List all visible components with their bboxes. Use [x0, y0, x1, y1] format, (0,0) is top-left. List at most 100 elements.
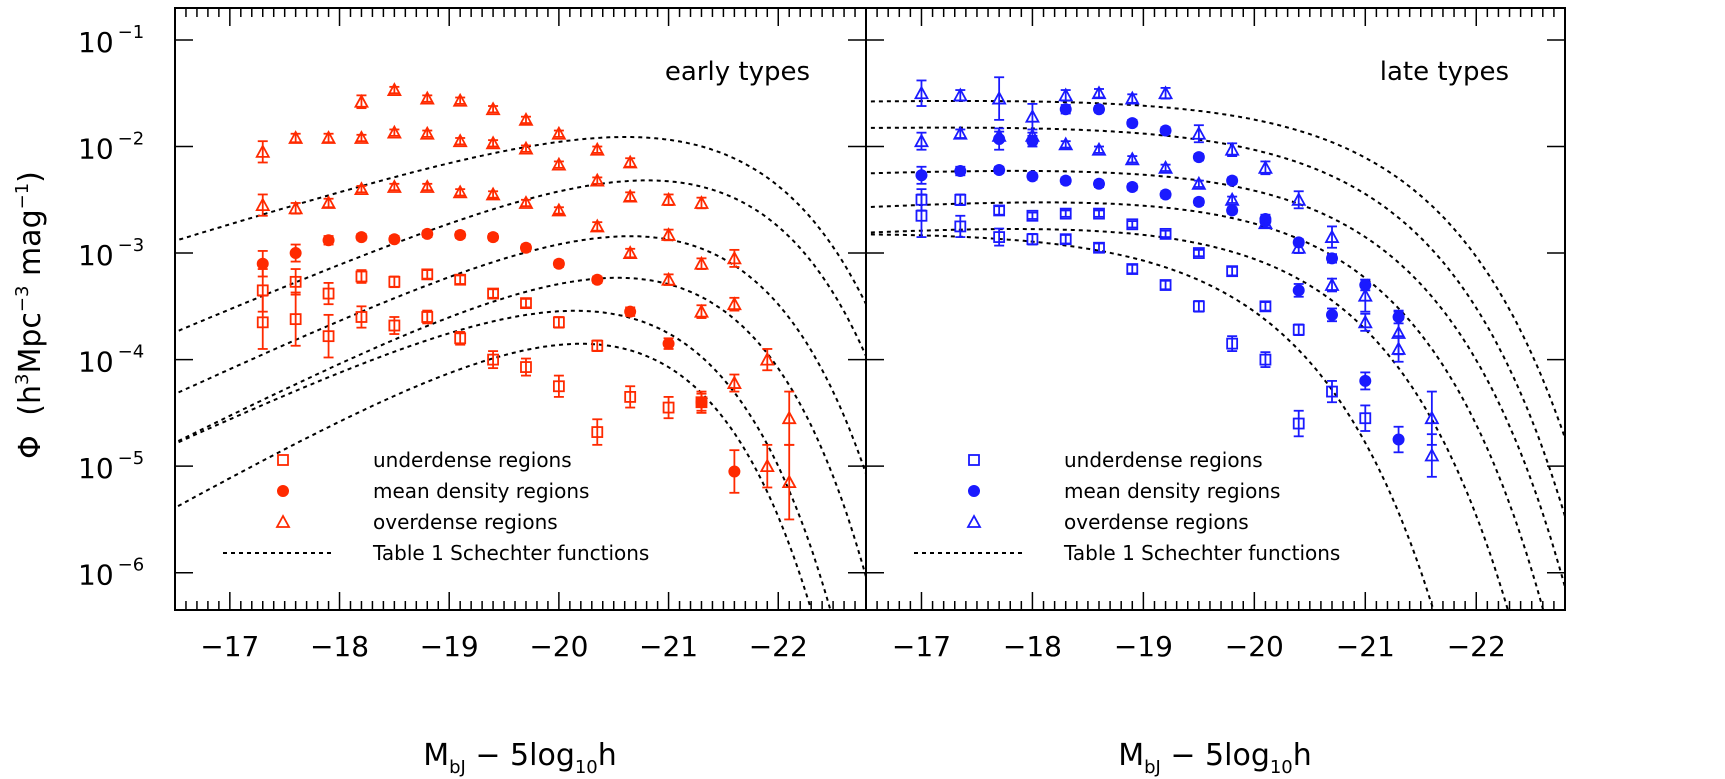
marker-square	[1359, 412, 1372, 425]
data-series	[256, 227, 741, 494]
marker-triangle	[353, 93, 369, 108]
data-series	[256, 291, 708, 446]
marker-square	[591, 426, 604, 438]
plot-area	[175, 82, 866, 610]
y-axis-title: Φ (h3Mpc−3 mag−1)	[12, 171, 48, 459]
marker-triangle	[622, 154, 638, 169]
marker-square	[1059, 233, 1072, 246]
x-tick-label: −22	[1447, 630, 1506, 663]
marker-triangle	[386, 179, 402, 193]
marker-square	[289, 313, 302, 326]
y-axis-sup3: −1	[12, 183, 33, 210]
marker-circle	[1392, 433, 1405, 446]
marker-triangle	[781, 474, 797, 489]
marker-triangle	[386, 124, 402, 139]
marker-triangle	[1357, 314, 1373, 329]
marker-square	[355, 311, 368, 323]
marker-square	[552, 316, 565, 329]
marker-triangle	[275, 514, 291, 528]
x-tick-label: −21	[639, 630, 698, 663]
marker-triangle	[726, 250, 742, 265]
marker-square	[1292, 323, 1305, 336]
marker-circle	[1159, 124, 1172, 137]
marker-square	[591, 339, 604, 352]
marker-triangle	[759, 458, 775, 473]
marker-triangle	[1158, 159, 1174, 174]
legend-label: mean density regions	[1064, 479, 1280, 503]
marker-triangle	[353, 181, 369, 196]
marker-circle	[1226, 174, 1239, 187]
marker-square	[1093, 207, 1105, 220]
marker-circle	[1359, 374, 1372, 387]
marker-triangle	[589, 218, 605, 233]
marker-square	[662, 401, 675, 414]
marker-triangle	[991, 90, 1007, 105]
marker-triangle	[781, 410, 797, 425]
marker-circle	[552, 257, 565, 270]
marker-circle	[1026, 170, 1039, 183]
y-axis-mag: mag	[13, 209, 48, 285]
marker-square	[256, 316, 269, 329]
marker-triangle	[353, 130, 369, 144]
marker-triangle	[1291, 239, 1307, 254]
data-series	[915, 193, 1372, 438]
x-axis-m: M	[1118, 738, 1144, 773]
marker-square	[1126, 218, 1139, 231]
marker-triangle	[693, 303, 709, 318]
marker-circle	[277, 485, 289, 497]
schechter-curve	[175, 136, 866, 307]
marker-circle	[695, 396, 708, 409]
panel-label: late types	[1380, 57, 1509, 87]
marker-triangle	[485, 101, 501, 116]
marker-triangle	[551, 156, 567, 171]
marker-triangle	[1158, 85, 1174, 100]
marker-circle	[421, 227, 434, 240]
marker-triangle	[1058, 136, 1074, 151]
marker-triangle	[1291, 191, 1307, 206]
y-tick-label: 10 −1	[78, 22, 144, 59]
y-axis-sup2: −3	[12, 286, 33, 313]
marker-triangle	[485, 186, 501, 201]
marker-square	[289, 275, 302, 288]
marker-triangle	[913, 133, 929, 148]
legend: underdense regions mean density regions ov…	[914, 448, 1340, 565]
marker-square	[1192, 247, 1205, 259]
marker-triangle	[1424, 410, 1440, 425]
marker-triangle	[321, 130, 337, 144]
marker-triangle	[419, 90, 435, 105]
marker-square	[454, 273, 467, 286]
marker-circle	[954, 165, 967, 178]
marker-circle	[322, 234, 335, 247]
marker-square	[1326, 385, 1338, 398]
marker-circle	[1159, 188, 1172, 201]
marker-square	[421, 311, 434, 323]
marker-circle	[915, 169, 928, 182]
marker-triangle	[622, 188, 638, 203]
marker-triangle	[485, 135, 501, 150]
marker-square	[915, 193, 928, 206]
marker-circle	[1192, 151, 1205, 164]
marker-square	[1259, 300, 1272, 313]
marker-triangle	[321, 195, 337, 209]
marker-circle	[388, 233, 401, 246]
marker-triangle	[1391, 325, 1407, 339]
x-tick-label: −19	[420, 630, 479, 663]
marker-triangle	[452, 133, 468, 148]
marker-triangle	[1024, 127, 1040, 142]
data-series	[993, 103, 1405, 454]
marker-circle	[1093, 103, 1105, 116]
y-tick-label: 10 −4	[78, 342, 144, 379]
marker-triangle	[255, 197, 271, 212]
marker-triangle	[1324, 229, 1340, 243]
x-axis-bj: bJ	[1144, 757, 1161, 778]
marker-circle	[993, 163, 1006, 176]
marker-square	[1026, 233, 1039, 246]
marker-square	[277, 454, 289, 466]
panel-label: early types	[665, 57, 810, 87]
x-tick-label: −17	[892, 630, 951, 663]
legend-label: underdense regions	[1064, 448, 1263, 472]
marker-triangle	[759, 351, 775, 366]
marker-square	[520, 297, 532, 310]
panel-late-types: −17 −18 −19 −20 −21 −22 late types underdense r…	[865, 7, 1566, 663]
